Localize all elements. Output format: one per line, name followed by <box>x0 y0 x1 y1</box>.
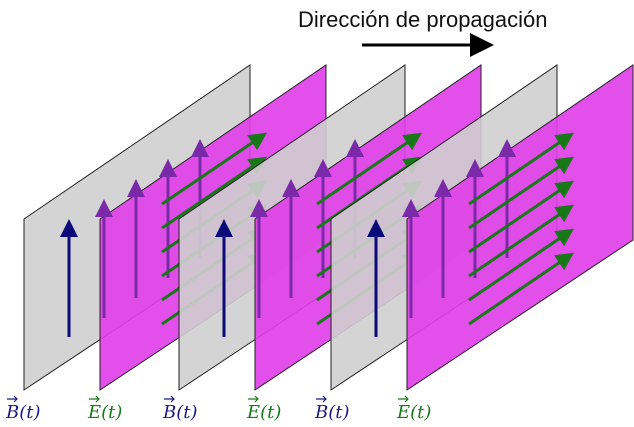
plane-surface <box>406 64 634 391</box>
field-label-text: E(t) <box>246 402 281 423</box>
field-label-5: B(t) <box>314 395 350 423</box>
vector-arrow-icon <box>89 395 100 403</box>
title-group: Dirección de propagación <box>298 7 548 57</box>
e-field-arrow <box>468 156 574 230</box>
e-field-arrow <box>468 132 574 206</box>
vector-arrow-icon <box>164 395 175 403</box>
e-field-arrow <box>316 132 422 206</box>
vector-arrow-icon <box>248 395 259 403</box>
field-label-text: E(t) <box>396 402 431 423</box>
planes-layer <box>23 64 634 391</box>
field-label-1: B(t) <box>5 395 41 423</box>
field-label-4: E(t) <box>246 395 281 423</box>
field-label-2: E(t) <box>87 395 122 423</box>
plane-6-magenta <box>402 64 634 391</box>
e-field-arrow <box>468 204 574 278</box>
vector-arrow-icon <box>398 395 409 403</box>
field-label-text: B(t) <box>162 402 198 423</box>
e-field-arrow <box>161 156 267 230</box>
e-field-arrow <box>468 180 574 254</box>
vector-arrow-icon <box>7 395 18 403</box>
e-field-arrow <box>468 228 574 302</box>
field-label-3: B(t) <box>162 395 198 423</box>
vector-arrow-icon <box>316 395 327 403</box>
field-label-text: E(t) <box>87 402 122 423</box>
field-label-6: E(t) <box>396 395 431 423</box>
e-field-arrow <box>468 252 574 326</box>
field-label-text: B(t) <box>314 402 350 423</box>
field-label-text: B(t) <box>5 402 41 423</box>
labels-layer: B(t) E(t) B(t) E(t) B(t) E(t) <box>5 395 431 423</box>
e-field-arrow <box>161 132 267 206</box>
propagation-title: Dirección de propagación <box>298 7 548 32</box>
